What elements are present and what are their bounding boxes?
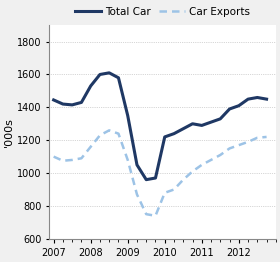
Car Exports — [200, 163, 204, 166]
Line: Car Exports: Car Exports — [54, 130, 267, 216]
Total Car — [98, 73, 102, 76]
Car Exports — [191, 170, 194, 173]
Total Car — [237, 104, 241, 107]
Total Car — [219, 117, 222, 121]
Car Exports — [154, 214, 157, 217]
Car Exports — [265, 135, 268, 139]
Car Exports — [52, 155, 55, 158]
Total Car — [154, 176, 157, 179]
Line: Total Car: Total Car — [54, 73, 267, 180]
Total Car — [71, 103, 74, 106]
Car Exports — [181, 178, 185, 181]
Total Car — [265, 97, 268, 101]
Car Exports — [228, 147, 231, 150]
Total Car — [191, 122, 194, 125]
Total Car — [200, 124, 204, 127]
Total Car — [246, 97, 250, 101]
Total Car — [135, 163, 139, 166]
Car Exports — [61, 159, 65, 162]
Car Exports — [98, 134, 102, 137]
Car Exports — [71, 158, 74, 161]
Car Exports — [135, 193, 139, 196]
Car Exports — [209, 158, 213, 161]
Car Exports — [237, 144, 241, 147]
Total Car — [52, 98, 55, 101]
Total Car — [172, 132, 176, 135]
Total Car — [61, 102, 65, 106]
Car Exports — [246, 140, 250, 143]
Y-axis label: '000s: '000s — [4, 117, 14, 147]
Car Exports — [144, 212, 148, 216]
Total Car — [126, 114, 129, 117]
Total Car — [163, 135, 166, 139]
Total Car — [117, 76, 120, 79]
Car Exports — [117, 132, 120, 135]
Car Exports — [89, 145, 92, 148]
Total Car — [181, 127, 185, 130]
Legend: Total Car, Car Exports: Total Car, Car Exports — [71, 3, 255, 21]
Car Exports — [108, 129, 111, 132]
Total Car — [209, 121, 213, 124]
Total Car — [256, 96, 259, 99]
Car Exports — [163, 191, 166, 194]
Total Car — [228, 107, 231, 111]
Car Exports — [80, 157, 83, 160]
Car Exports — [256, 136, 259, 139]
Total Car — [89, 84, 92, 88]
Car Exports — [172, 188, 176, 191]
Total Car — [80, 101, 83, 104]
Car Exports — [219, 154, 222, 157]
Total Car — [108, 71, 111, 74]
Total Car — [144, 178, 148, 181]
Car Exports — [126, 158, 129, 161]
